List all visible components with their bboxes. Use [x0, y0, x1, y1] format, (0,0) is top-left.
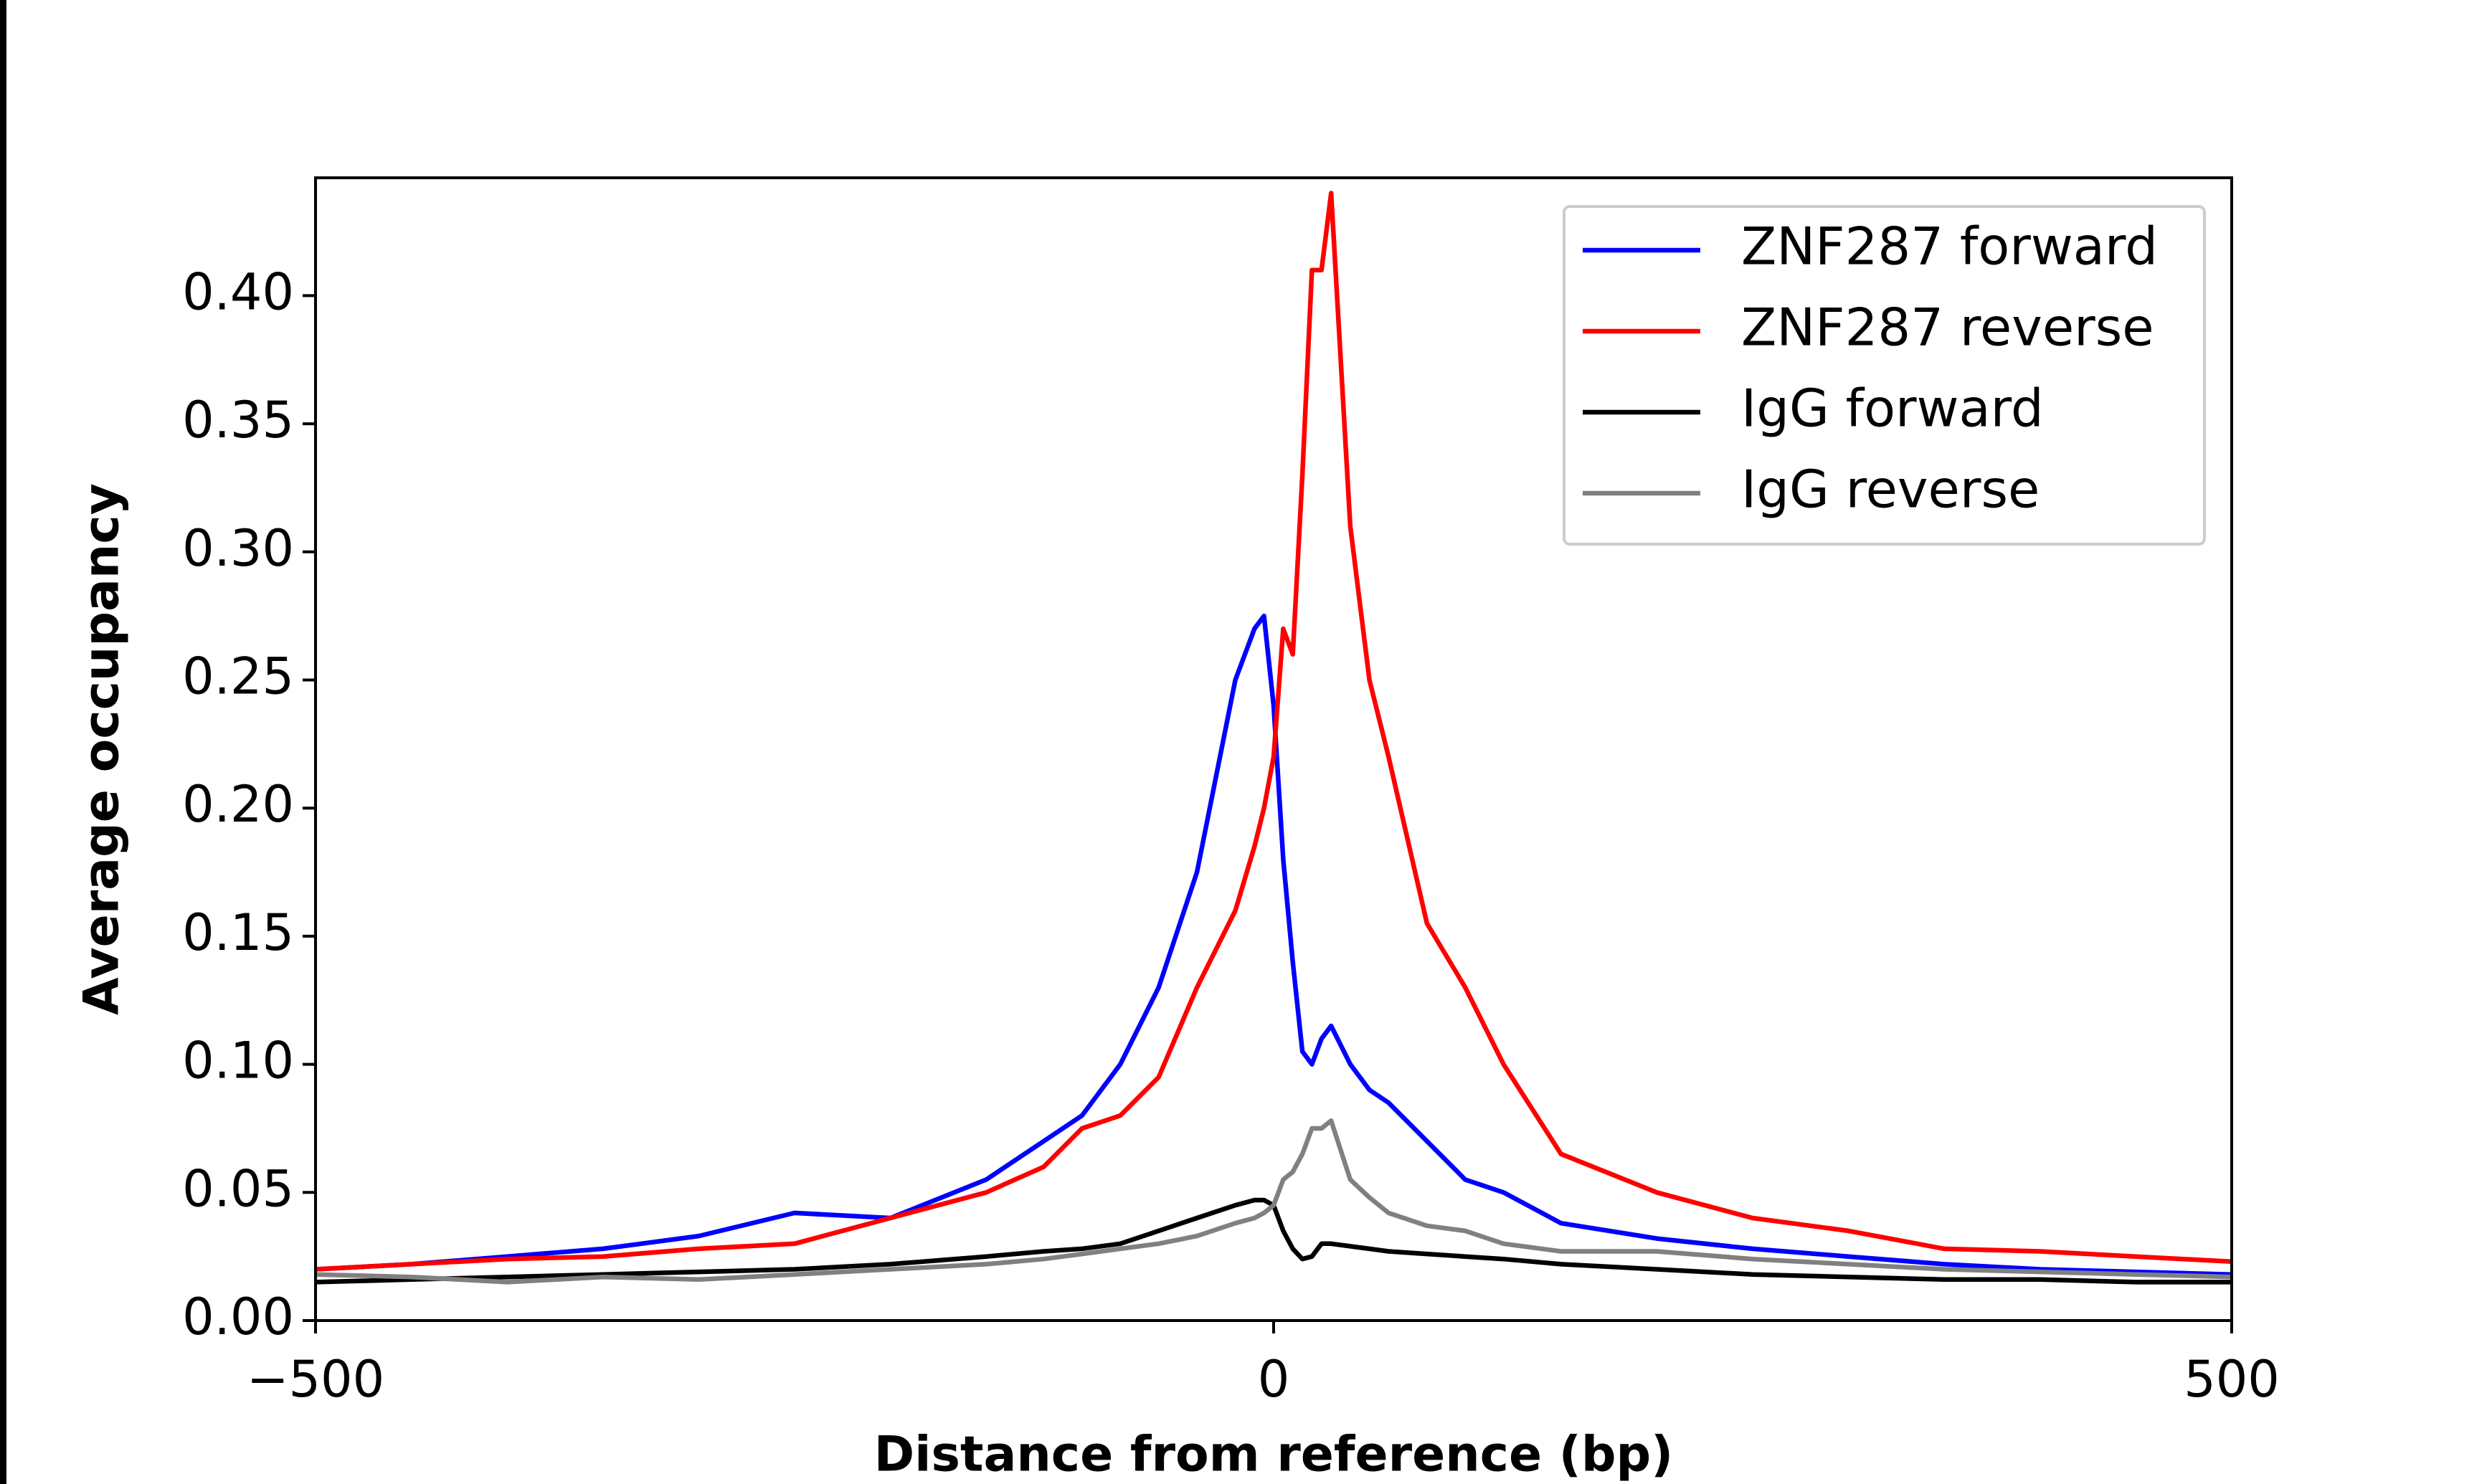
- legend-label: ZNF287 forward: [1741, 217, 2158, 277]
- y-tick-label: 0.40: [182, 262, 294, 321]
- y-axis-label: Average occupancy: [74, 483, 131, 1015]
- plot-frame: [314, 176, 2233, 1322]
- y-tick-label: 0.35: [182, 391, 294, 450]
- legend-box: [1563, 205, 2206, 546]
- x-tick-label: −500: [247, 1350, 384, 1409]
- y-tick-label: 0.25: [182, 647, 294, 706]
- series-line: [316, 613, 2232, 1277]
- legend-label: ZNF287 reverse: [1741, 298, 2154, 358]
- x-tick-label: 500: [2184, 1350, 2280, 1409]
- y-tick-label: 0.30: [182, 519, 294, 578]
- y-tick-label: 0.10: [182, 1032, 294, 1090]
- x-axis-label: Distance from reference (bp): [874, 1427, 1674, 1483]
- y-tick-label: 0.20: [182, 775, 294, 834]
- y-tick-label: 0.00: [182, 1288, 294, 1346]
- x-tick-label: 0: [1258, 1350, 1290, 1409]
- legend-label: IgG forward: [1741, 379, 2044, 439]
- series-line: [316, 191, 2232, 1272]
- series-line: [316, 1118, 2232, 1285]
- y-tick-label: 0.05: [182, 1159, 294, 1218]
- legend-label: IgG reverse: [1741, 460, 2040, 520]
- y-tick-label: 0.15: [182, 903, 294, 962]
- series-line: [316, 1197, 2232, 1285]
- left-border: [0, 0, 6, 1484]
